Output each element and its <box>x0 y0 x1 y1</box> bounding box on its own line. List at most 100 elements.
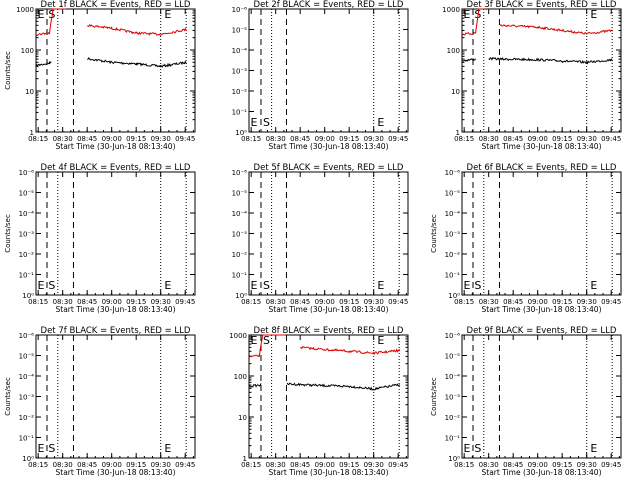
event-marker-e: E <box>590 442 597 455</box>
y-axis-label: Counts/sec <box>4 51 12 90</box>
x-tick-label: 08:30 <box>266 298 286 306</box>
x-tick-label: 08:30 <box>53 298 73 306</box>
x-axis-label: Start Time (30-Jun-18 08:13:40) <box>56 468 176 477</box>
y-tick-label: 10⁰ <box>235 129 247 137</box>
y-tick-label: 10⁻¹ <box>232 272 248 280</box>
x-tick-label: 08:15 <box>28 135 48 143</box>
y-tick-label: 10⁰ <box>448 292 460 300</box>
lld-series-line <box>86 24 188 37</box>
y-tick-label: 10⁻⁵ <box>19 353 35 361</box>
x-axis-label: Start Time (30-Jun-18 08:13:40) <box>482 468 602 477</box>
y-tick-label: 10⁻⁶ <box>232 6 248 14</box>
events-series-line <box>249 383 262 388</box>
chart-panel-3: Det 3f BLACK = Events, RED = LLD 08:15 08:… <box>442 0 622 151</box>
x-tick-label: 09:30 <box>151 135 171 143</box>
lld-series-line <box>36 8 66 36</box>
y-tick-label: 1000 <box>16 6 34 14</box>
event-marker-e: E <box>377 279 384 292</box>
chart-title: Det 7f BLACK = Events, RED = LLD <box>41 326 191 336</box>
chart-panel-9: Det 9f BLACK = Events, RED = LLD 08:15 08:… <box>430 326 622 477</box>
event-marker-s: S <box>48 279 55 292</box>
y-tick-label: 10⁰ <box>235 292 247 300</box>
y-tick-label: 10⁻⁴ <box>232 47 248 55</box>
x-tick-label: 08:30 <box>266 135 286 143</box>
x-tick-label: 09:30 <box>577 298 597 306</box>
x-tick-label: 09:45 <box>388 461 408 469</box>
event-marker-e: E <box>377 334 384 347</box>
x-tick-label: 09:00 <box>528 298 548 306</box>
x-axis-label: Start Time (30-Jun-18 08:13:40) <box>482 305 602 314</box>
event-marker-e: E <box>164 442 171 455</box>
event-marker-e: E <box>590 279 597 292</box>
y-tick-label: 10 <box>451 88 460 96</box>
x-tick-label: 09:00 <box>315 135 335 143</box>
x-tick-label: 08:30 <box>479 135 499 143</box>
y-tick-label: 10⁰ <box>448 455 460 463</box>
y-tick-label: 10⁻⁶ <box>19 332 35 340</box>
event-marker-e: E <box>164 279 171 292</box>
x-tick-label: 08:15 <box>241 298 261 306</box>
lld-series-line <box>300 345 401 355</box>
x-tick-label: 09:00 <box>102 461 122 469</box>
x-tick-label: 09:45 <box>175 135 195 143</box>
plot-frame <box>461 8 622 133</box>
x-tick-label: 08:30 <box>479 298 499 306</box>
plot-frame <box>248 8 409 133</box>
y-axis-label: Counts/sec <box>430 214 438 253</box>
y-tick-label: 100 <box>447 47 460 55</box>
y-tick-label: 10⁻³ <box>445 231 461 239</box>
x-tick-label: 09:15 <box>339 461 359 469</box>
x-tick-label: 09:00 <box>102 135 122 143</box>
y-tick-label: 10⁻² <box>445 251 461 259</box>
x-tick-label: 08:15 <box>241 461 261 469</box>
y-tick-label: 10⁻⁶ <box>232 169 248 177</box>
x-tick-label: 08:45 <box>77 135 97 143</box>
x-tick-label: 08:45 <box>290 461 310 469</box>
events-series-line <box>488 56 614 65</box>
x-tick-label: 09:45 <box>388 135 408 143</box>
y-axis-label: Counts/sec <box>4 377 12 416</box>
chart-title: Det 6f BLACK = Events, RED = LLD <box>467 163 617 173</box>
events-series-line <box>36 60 52 68</box>
plot-frame <box>248 171 409 296</box>
y-tick-label: 1000 <box>229 332 247 340</box>
x-tick-label: 09:15 <box>339 298 359 306</box>
lld-series-line <box>249 334 286 358</box>
events-series-line <box>87 57 187 68</box>
x-tick-label: 09:00 <box>315 298 335 306</box>
y-tick-label: 10⁻² <box>232 88 248 96</box>
y-tick-label: 10⁻³ <box>19 394 35 402</box>
plot-frame <box>248 334 409 459</box>
y-tick-label: 10⁻¹ <box>445 435 461 443</box>
x-tick-label: 08:15 <box>28 461 48 469</box>
x-tick-label: 09:45 <box>601 298 621 306</box>
x-tick-label: 09:30 <box>577 135 597 143</box>
y-tick-label: 10⁻³ <box>19 231 35 239</box>
x-tick-label: 09:45 <box>175 461 195 469</box>
y-tick-label: 10⁰ <box>22 455 34 463</box>
events-series-line <box>286 382 401 391</box>
y-tick-label: 10⁻³ <box>445 394 461 402</box>
x-tick-label: 09:15 <box>126 135 146 143</box>
x-tick-label: 09:00 <box>102 298 122 306</box>
x-axis-label: Start Time (30-Jun-18 08:13:40) <box>269 305 389 314</box>
y-tick-label: 10⁻⁵ <box>19 190 35 198</box>
y-tick-label: 10⁻⁵ <box>232 190 248 198</box>
x-tick-label: 08:45 <box>77 298 97 306</box>
plot-frame <box>35 8 196 133</box>
x-tick-label: 09:00 <box>315 461 335 469</box>
y-tick-label: 10⁻² <box>19 251 35 259</box>
x-tick-label: 09:45 <box>601 135 621 143</box>
y-tick-label: 10⁻³ <box>232 68 248 76</box>
x-axis-label: Start Time (30-Jun-18 08:13:40) <box>269 468 389 477</box>
event-marker-e: E <box>377 116 384 129</box>
y-tick-label: 10⁻⁶ <box>19 169 35 177</box>
event-marker-s: S <box>474 279 481 292</box>
lld-series-line <box>499 24 613 36</box>
x-tick-label: 09:15 <box>552 135 572 143</box>
x-tick-label: 08:15 <box>454 298 474 306</box>
chart-panel-6: Det 6f BLACK = Events, RED = LLD 08:15 08:… <box>430 163 622 314</box>
x-tick-label: 08:45 <box>503 298 523 306</box>
chart-title: Det 3f BLACK = Events, RED = LLD <box>467 0 617 10</box>
